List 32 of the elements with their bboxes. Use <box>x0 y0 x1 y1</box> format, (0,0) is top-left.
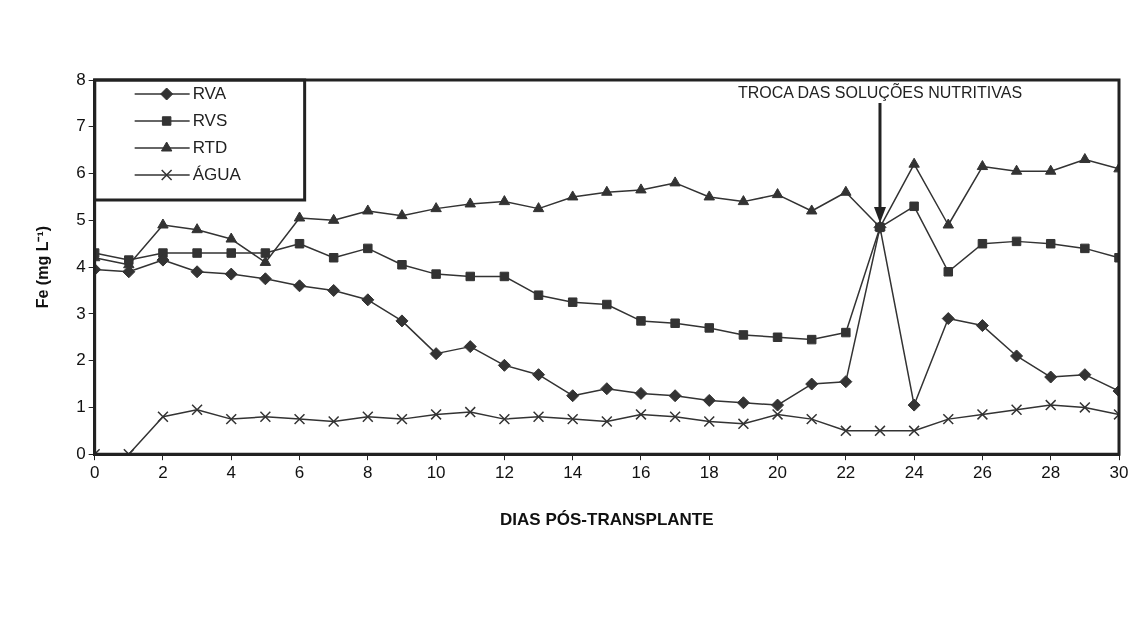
x-axis-title: DIAS PÓS-TRANSPLANTE <box>500 510 714 530</box>
legend-label: RVS <box>192 110 228 130</box>
x-tick-label: 16 <box>631 463 651 483</box>
y-tick-label: 3 <box>76 303 86 323</box>
x-tick-label: 10 <box>426 463 446 483</box>
x-tick-label: 4 <box>226 463 236 483</box>
legend-label: ÁGUA <box>192 164 242 184</box>
x-tick-label: 12 <box>494 463 514 483</box>
x-tick-label: 22 <box>836 463 856 483</box>
y-tick-label: 6 <box>76 163 86 183</box>
x-tick-label: 6 <box>294 463 305 483</box>
legend-label: RTD <box>192 137 228 157</box>
x-tick-label: 2 <box>158 463 168 483</box>
x-tick-label: 18 <box>699 463 719 483</box>
y-tick-label: 0 <box>76 443 86 463</box>
y-tick-label: 7 <box>76 116 86 136</box>
x-tick-label: 30 <box>1109 463 1129 483</box>
y-tick-label: 8 <box>76 69 86 89</box>
x-tick-label: 14 <box>563 463 583 483</box>
x-tick-label: 0 <box>89 463 100 483</box>
x-tick-label: 20 <box>768 463 788 483</box>
y-axis-title: Fe (mg L⁻¹) <box>34 225 52 309</box>
y-tick-label: 4 <box>76 256 86 276</box>
ref-line-label: TROCA DAS SOLUÇÕES NUTRITIVAS <box>737 82 1023 102</box>
legend-label: RVA <box>192 83 227 103</box>
y-tick-label: 1 <box>76 397 86 417</box>
x-tick-label: 28 <box>1041 463 1061 483</box>
y-tick-label: 5 <box>76 210 86 230</box>
x-tick-label: 26 <box>972 463 992 483</box>
x-tick-label: 8 <box>363 463 373 483</box>
y-tick-label: 2 <box>76 350 86 370</box>
x-tick-label: 24 <box>904 463 924 483</box>
